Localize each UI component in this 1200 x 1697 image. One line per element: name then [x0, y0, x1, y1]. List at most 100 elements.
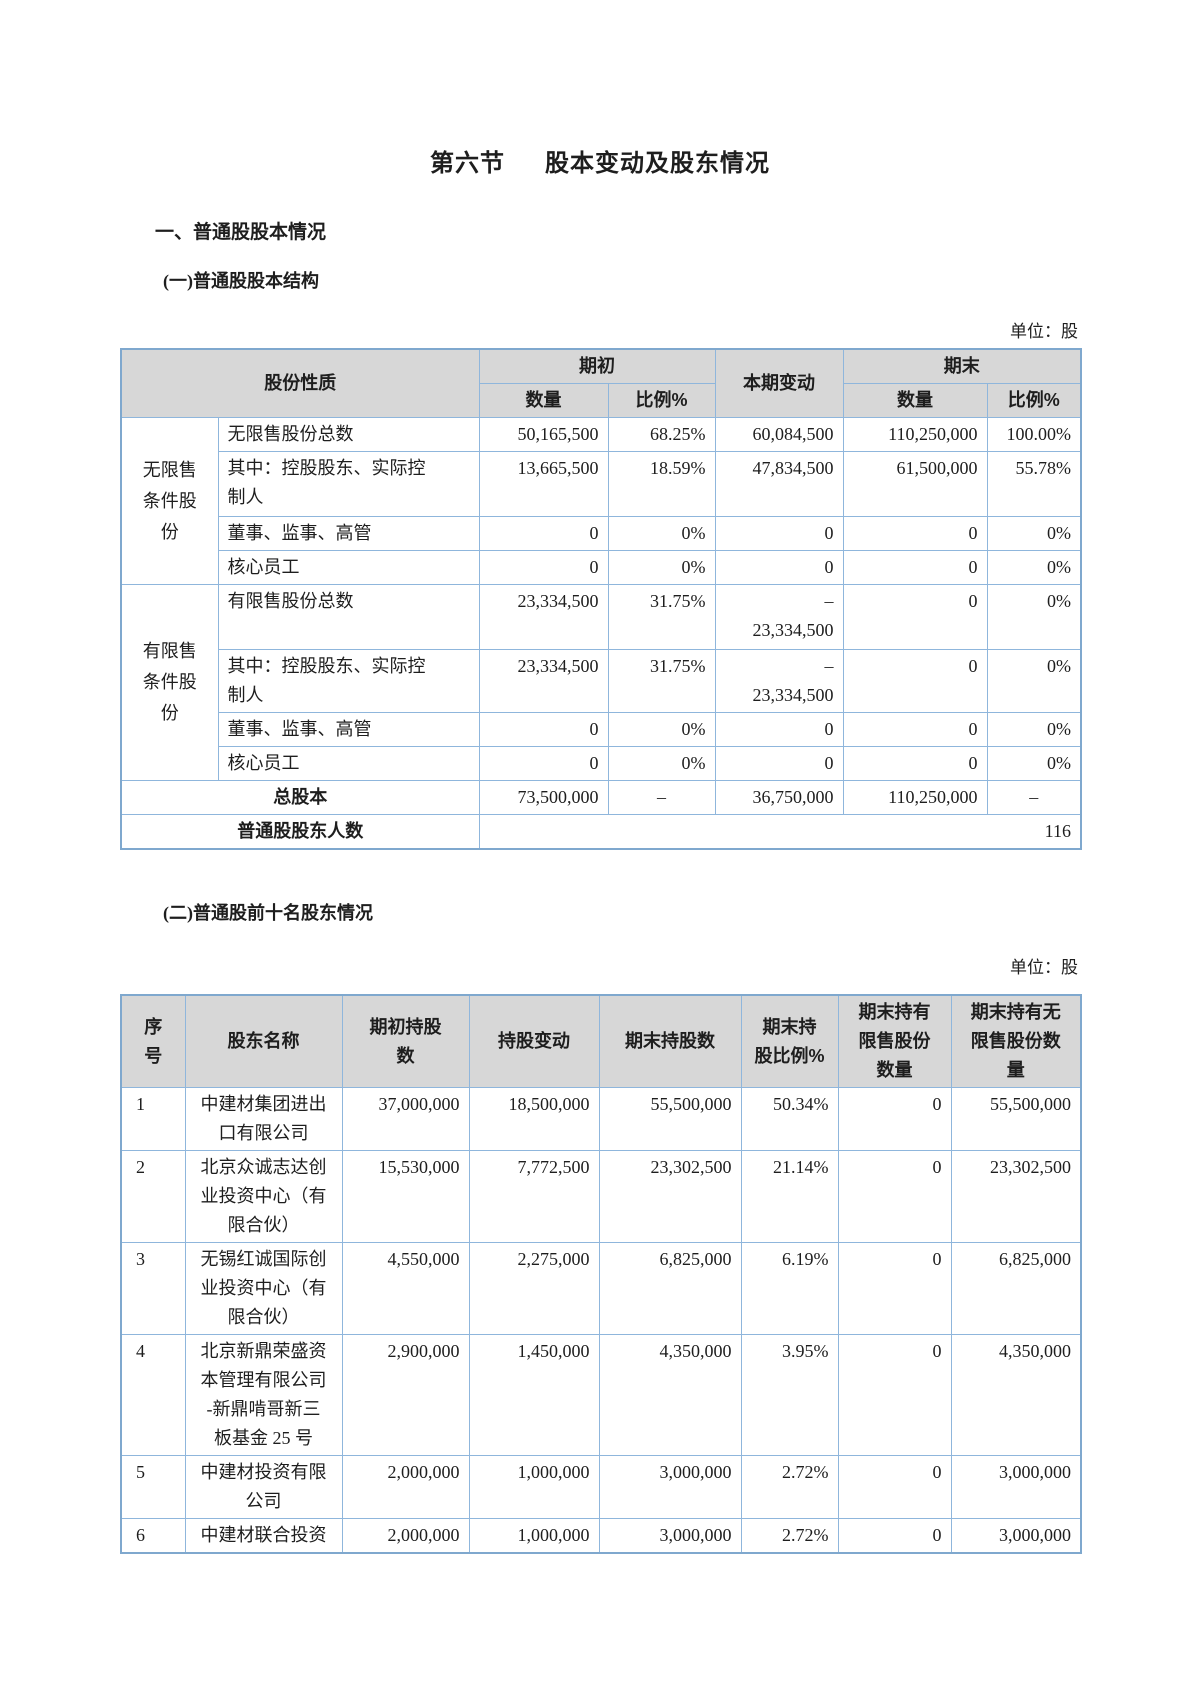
cell-end-restricted: 0	[837, 1087, 952, 1151]
cell-end-qty: 0	[842, 649, 988, 713]
cell-end-restricted: 0	[837, 1518, 952, 1554]
cell-end-unrestricted: 3,000,000	[950, 1455, 1082, 1519]
row-label: 其中：控股股东、实际控 制人	[217, 649, 480, 713]
cell-share-change: 18,500,000	[468, 1087, 600, 1151]
cell-change: 0	[714, 550, 844, 585]
header-end-shares: 期末持股数	[598, 994, 742, 1088]
cell-begin-qty: 73,500,000	[478, 780, 609, 815]
cell-end-qty: 110,250,000	[842, 780, 988, 815]
cell-end-shares: 4,350,000	[598, 1334, 742, 1456]
cell-change: 0	[714, 712, 844, 747]
cell-end-unrestricted: 55,500,000	[950, 1087, 1082, 1151]
cell-end-ratio: 3.95%	[740, 1334, 839, 1456]
cell-end-qty: 61,500,000	[842, 451, 988, 517]
cell-end-restricted: 0	[837, 1455, 952, 1519]
page-title-text: 股本变动及股东情况	[545, 150, 770, 177]
cell-begin-shares: 2,000,000	[341, 1455, 470, 1519]
cell-end-ratio: 2.72%	[740, 1455, 839, 1519]
cell-change: 0	[714, 516, 844, 551]
cell-seq-no: 2	[120, 1150, 186, 1243]
cell-begin-qty: 13,665,500	[478, 451, 609, 517]
holders-count-value: 116	[478, 814, 1082, 850]
table-row: 核心员工 0 0% 0 0 0%	[121, 550, 1082, 585]
page-title: 第六节 股本变动及股东情况	[120, 148, 1080, 180]
subsection-title: 普通股前十名股东情况	[193, 903, 373, 923]
header-begin-qty: 数量	[478, 383, 609, 418]
cell-end-shares: 3,000,000	[598, 1455, 742, 1519]
group-label-unrestricted: 无限售 条件股 份	[120, 417, 219, 585]
cell-seq-no: 3	[120, 1242, 186, 1335]
cell-end-ratio: 21.14%	[740, 1150, 839, 1243]
shareholder-row: 3 无锡红诚国际创 业投资中心（有 限合伙） 4,550,000 2,275,0…	[120, 1242, 1082, 1335]
cell-begin-qty: 0	[478, 712, 609, 747]
cell-begin-ratio: 0%	[607, 746, 716, 781]
cell-end-ratio: 100.00%	[986, 417, 1082, 452]
cell-change: 0	[714, 746, 844, 781]
row-label: 有限售股份总数	[217, 584, 480, 650]
header-end-ratio: 比例%	[986, 383, 1082, 418]
cell-end-ratio: 55.78%	[986, 451, 1082, 517]
cell-begin-ratio: –	[607, 780, 716, 815]
cell-change: 47,834,500	[714, 451, 844, 517]
cell-begin-ratio: 31.75%	[607, 584, 716, 650]
cell-seq-no: 4	[120, 1334, 186, 1456]
cell-begin-shares: 2,900,000	[341, 1334, 470, 1456]
row-label: 董事、监事、高管	[217, 516, 480, 551]
header-period-end: 期末	[842, 348, 1082, 384]
top-shareholders-table: 序 号 股东名称 期初持股 数 持股变动 期末持股数 期末持 股比例% 期末持有…	[120, 994, 1082, 1554]
cell-end-shares: 3,000,000	[598, 1518, 742, 1554]
cell-shareholder-name: 北京众诚志达创 业投资中心（有 限合伙）	[184, 1150, 343, 1243]
table-header-row: 序 号 股东名称 期初持股 数 持股变动 期末持股数 期末持 股比例% 期末持有…	[120, 994, 1082, 1088]
cell-begin-qty: 23,334,500	[478, 584, 609, 650]
table-row: 董事、监事、高管 0 0% 0 0 0%	[121, 516, 1082, 551]
cell-begin-qty: 0	[478, 550, 609, 585]
subsection-heading-1: (一) 普通股股本结构	[120, 268, 1080, 294]
cell-begin-shares: 15,530,000	[341, 1150, 470, 1243]
page-content: 第六节 股本变动及股东情况 一、 普通股股本情况 (一) 普通股股本结构 单位：股…	[120, 0, 1082, 1554]
table-row: 其中：控股股东、实际控 制人 13,665,500 18.59% 47,834,…	[121, 451, 1082, 517]
cell-end-shares: 6,825,000	[598, 1242, 742, 1335]
cell-shareholder-name: 无锡红诚国际创 业投资中心（有 限合伙）	[184, 1242, 343, 1335]
cell-begin-qty: 0	[478, 746, 609, 781]
header-end-qty: 数量	[842, 383, 988, 418]
table-row: 无限售 条件股 份 无限售股份总数 50,165,500 68.25% 60,0…	[120, 417, 1082, 585]
header-end-unrestricted: 期末持有无 限售股份数 量	[950, 994, 1082, 1088]
cell-end-qty: 0	[842, 584, 988, 650]
header-share-nature: 股份性质	[120, 348, 480, 418]
header-share-change: 持股变动	[468, 994, 600, 1088]
header-seq-no: 序 号	[120, 994, 186, 1088]
cell-begin-ratio: 0%	[607, 550, 716, 585]
cell-begin-shares: 37,000,000	[341, 1087, 470, 1151]
cell-change: – 23,334,500	[714, 584, 844, 650]
cell-end-restricted: 0	[837, 1150, 952, 1243]
cell-end-ratio: 2.72%	[740, 1518, 839, 1554]
cell-end-ratio: 6.19%	[740, 1242, 839, 1335]
cell-begin-ratio: 18.59%	[607, 451, 716, 517]
cell-shareholder-name: 中建材投资有限 公司	[184, 1455, 343, 1519]
row-label: 核心员工	[217, 550, 480, 585]
cell-end-ratio: –	[986, 780, 1082, 815]
section-number: 一、	[154, 222, 193, 243]
cell-begin-shares: 4,550,000	[341, 1242, 470, 1335]
cell-begin-shares: 2,000,000	[341, 1518, 470, 1554]
subsection-heading-2: (二) 普通股前十名股东情况	[120, 900, 1080, 926]
header-shareholder-name: 股东名称	[184, 994, 343, 1088]
holders-count-row: 普通股股东人数 116	[120, 814, 1082, 850]
shareholder-row: 5 中建材投资有限 公司 2,000,000 1,000,000 3,000,0…	[120, 1455, 1082, 1519]
cell-end-ratio: 0%	[986, 550, 1082, 585]
cell-seq-no: 6	[120, 1518, 186, 1554]
total-row-label: 总股本	[120, 780, 480, 815]
cell-share-change: 1,000,000	[468, 1455, 600, 1519]
table-row: 有限售 条件股 份 有限售股份总数 23,334,500 31.75% – 23…	[120, 584, 1082, 781]
cell-seq-no: 5	[120, 1455, 186, 1519]
header-begin-ratio: 比例%	[607, 383, 716, 418]
unit-label: 单位：股	[1010, 322, 1078, 341]
unit-label: 单位：股	[1010, 958, 1078, 977]
group-label-restricted: 有限售 条件股 份	[120, 584, 219, 781]
cell-end-shares: 55,500,000	[598, 1087, 742, 1151]
shareholder-row: 2 北京众诚志达创 业投资中心（有 限合伙） 15,530,000 7,772,…	[120, 1150, 1082, 1243]
cell-end-ratio: 0%	[986, 746, 1082, 781]
cell-end-restricted: 0	[837, 1334, 952, 1456]
share-structure-table: 股份性质 期初 本期变动 期末 数量 比例% 数量 比例% 无限售 条件股 份 …	[120, 348, 1082, 850]
